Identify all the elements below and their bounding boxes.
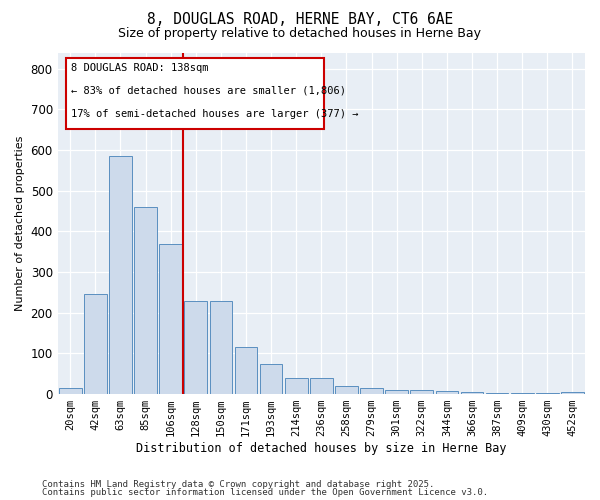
Bar bbox=[310, 378, 332, 394]
Bar bbox=[184, 300, 207, 394]
Bar bbox=[134, 207, 157, 394]
Bar bbox=[209, 300, 232, 394]
Bar bbox=[160, 244, 182, 394]
Text: 8 DOUGLAS ROAD: 138sqm: 8 DOUGLAS ROAD: 138sqm bbox=[71, 62, 208, 72]
Bar bbox=[486, 393, 508, 394]
Text: ← 83% of detached houses are smaller (1,806): ← 83% of detached houses are smaller (1,… bbox=[71, 86, 346, 96]
Text: Size of property relative to detached houses in Herne Bay: Size of property relative to detached ho… bbox=[119, 28, 482, 40]
Bar bbox=[65, 58, 324, 130]
Text: Contains HM Land Registry data © Crown copyright and database right 2025.: Contains HM Land Registry data © Crown c… bbox=[42, 480, 434, 489]
Bar bbox=[436, 391, 458, 394]
Bar bbox=[285, 378, 308, 394]
Bar bbox=[385, 390, 408, 394]
Bar bbox=[511, 393, 533, 394]
Bar bbox=[235, 348, 257, 394]
Bar bbox=[260, 364, 283, 394]
X-axis label: Distribution of detached houses by size in Herne Bay: Distribution of detached houses by size … bbox=[136, 442, 506, 455]
Y-axis label: Number of detached properties: Number of detached properties bbox=[15, 136, 25, 311]
Text: Contains public sector information licensed under the Open Government Licence v3: Contains public sector information licen… bbox=[42, 488, 488, 497]
Bar bbox=[335, 386, 358, 394]
Bar bbox=[410, 390, 433, 394]
Bar bbox=[461, 392, 484, 394]
Bar bbox=[84, 294, 107, 394]
Text: 17% of semi-detached houses are larger (377) →: 17% of semi-detached houses are larger (… bbox=[71, 109, 358, 119]
Bar bbox=[109, 156, 132, 394]
Bar bbox=[59, 388, 82, 394]
Text: 8, DOUGLAS ROAD, HERNE BAY, CT6 6AE: 8, DOUGLAS ROAD, HERNE BAY, CT6 6AE bbox=[147, 12, 453, 28]
Bar bbox=[561, 392, 584, 394]
Bar bbox=[360, 388, 383, 394]
